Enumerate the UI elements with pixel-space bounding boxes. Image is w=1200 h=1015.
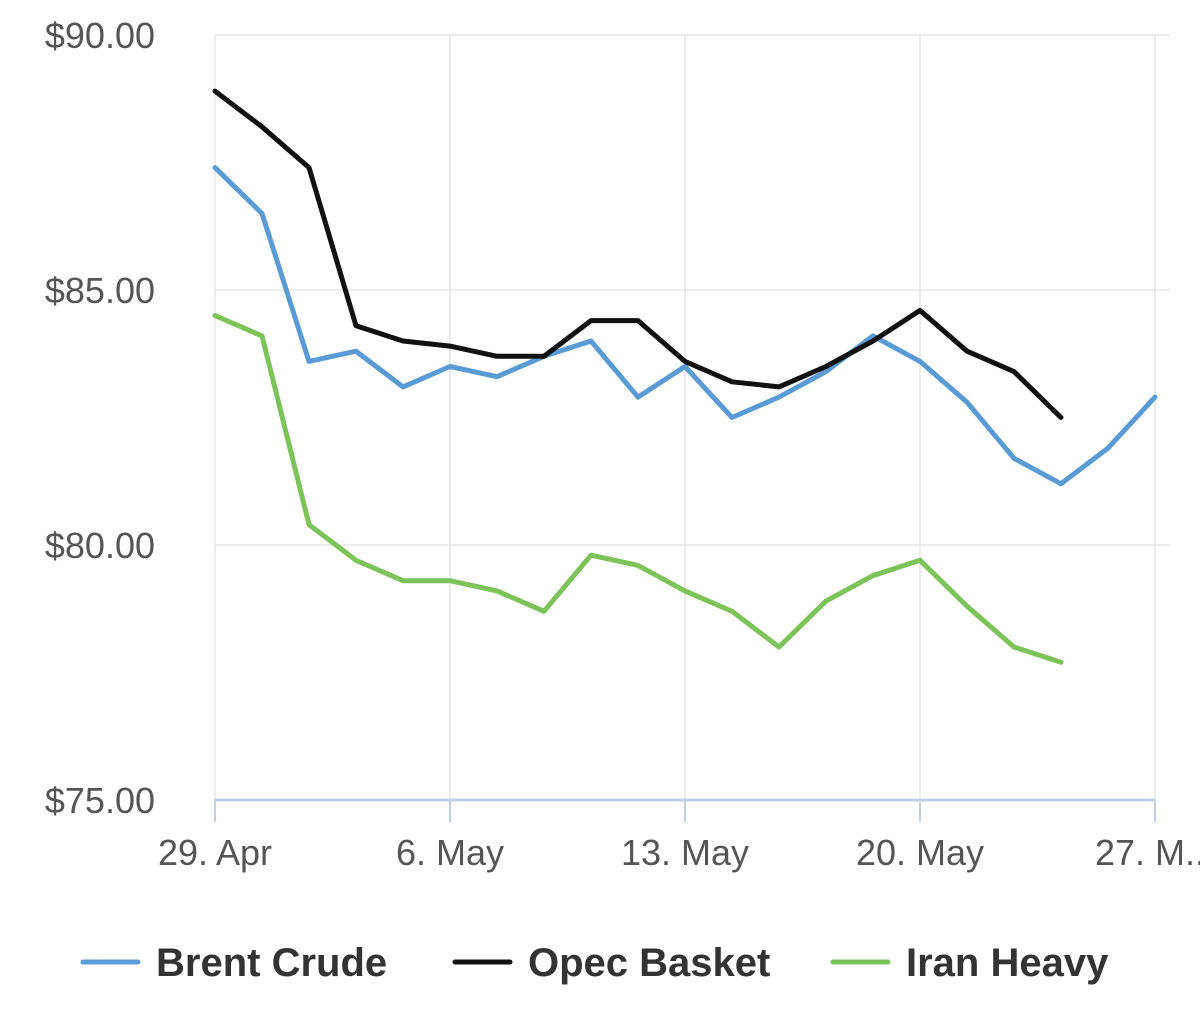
legend-item-opec-basket[interactable]: Opec Basket xyxy=(452,941,770,985)
legend-item-iran-heavy[interactable]: Iran Heavy xyxy=(830,941,1109,985)
series-lines xyxy=(212,88,1158,665)
y-tick-label: $85.00 xyxy=(45,270,155,311)
legend-label: Brent Crude xyxy=(156,941,387,985)
series-line-opec-basket xyxy=(212,88,1064,420)
legend-label: Opec Basket xyxy=(528,941,770,985)
legend: Brent Crude Opec Basket Iran Heavy xyxy=(80,941,1109,985)
series-line-iran-heavy xyxy=(212,313,1064,665)
legend-label: Iran Heavy xyxy=(906,941,1109,985)
x-axis: 29. Apr 6. May 13. May 20. May 27. M... xyxy=(158,798,1200,873)
gridlines xyxy=(214,34,1170,800)
y-tick-label: $75.00 xyxy=(45,780,155,821)
y-tick-label: $80.00 xyxy=(45,525,155,566)
x-tick-label: 6. May xyxy=(396,832,504,873)
y-axis: $75.00 $80.00 $85.00 $90.00 xyxy=(45,15,155,821)
legend-item-brent-crude[interactable]: Brent Crude xyxy=(80,941,387,985)
x-tick-label: 27. M... xyxy=(1095,832,1200,873)
x-tick-label: 29. Apr xyxy=(158,832,272,873)
series-line-brent-crude xyxy=(212,165,1158,487)
y-tick-label: $90.00 xyxy=(45,15,155,56)
x-tick-label: 20. May xyxy=(856,832,984,873)
x-tick-label: 13. May xyxy=(621,832,749,873)
